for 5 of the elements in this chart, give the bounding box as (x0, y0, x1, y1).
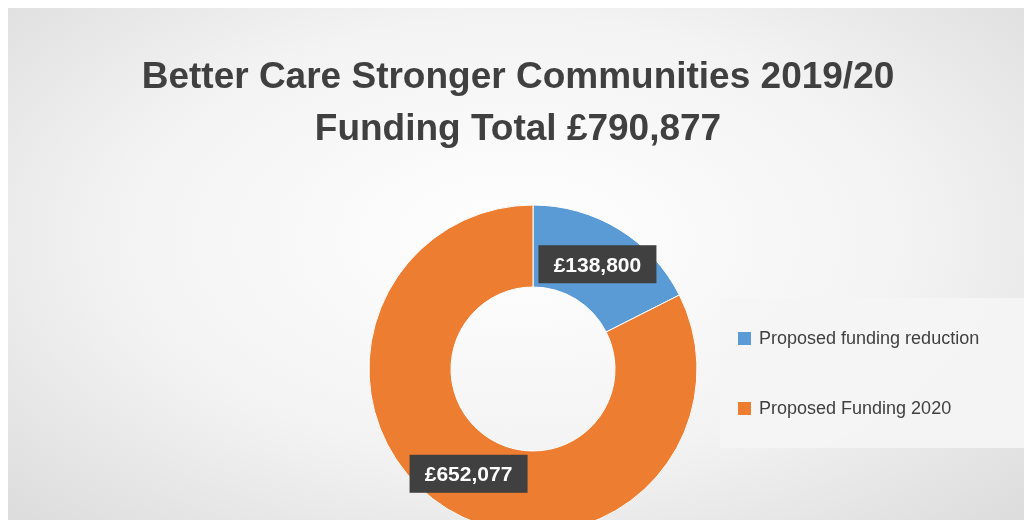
chart-title: Better Care Stronger Communities 2019/20 Funding Total £790,877 (140, 54, 896, 150)
legend-label: Proposed funding reduction (759, 327, 980, 349)
data-label: £652,077 (424, 462, 513, 486)
legend-label: Proposed Funding 2020 (759, 397, 952, 419)
data-label: £138,800 (553, 252, 642, 276)
